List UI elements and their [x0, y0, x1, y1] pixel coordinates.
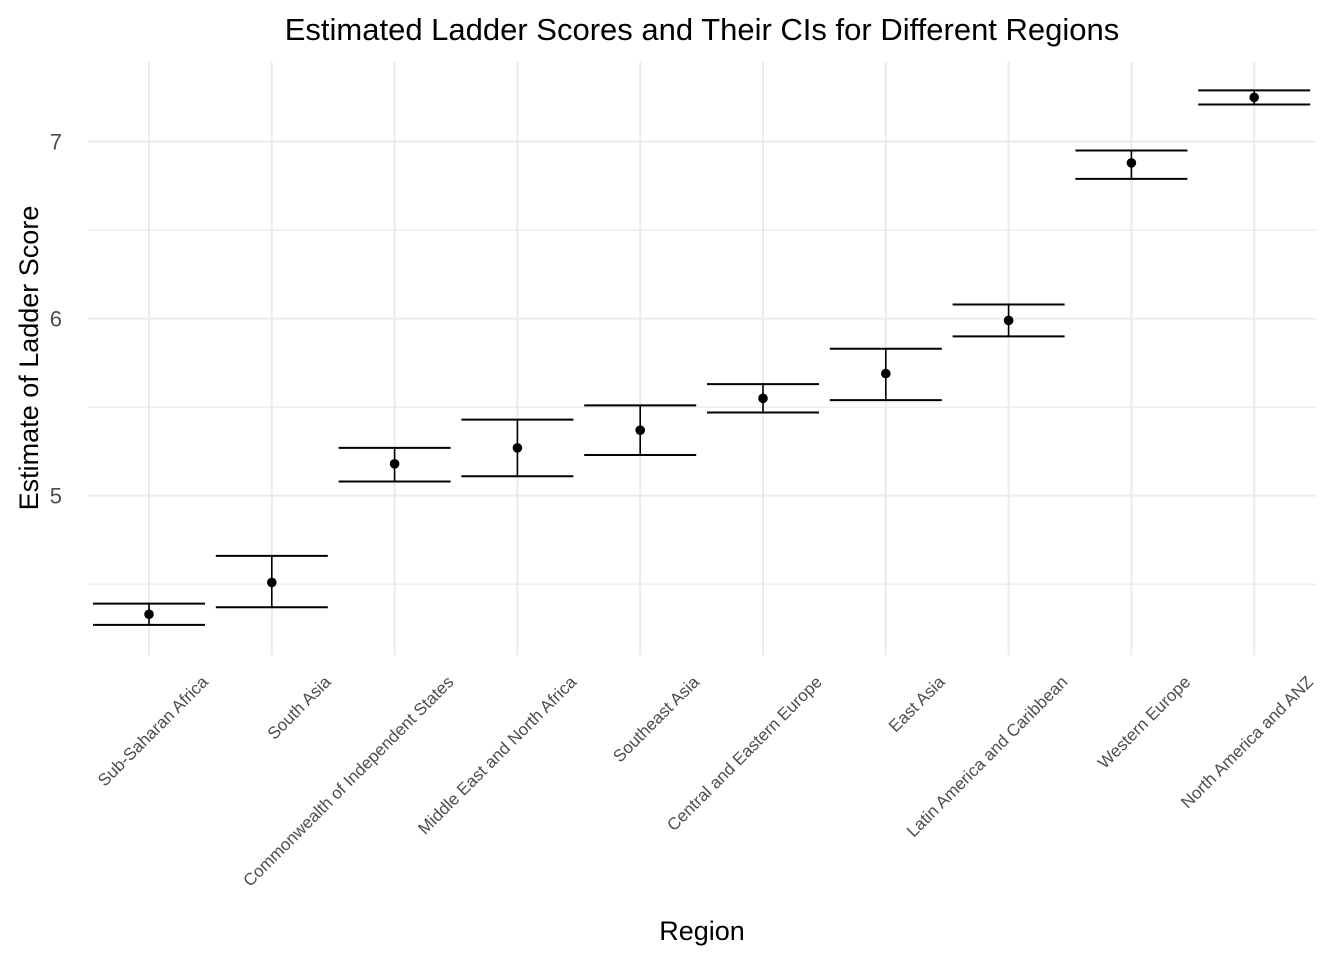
x-tick-label: North America and ANZ — [1177, 672, 1317, 812]
chart-title: Estimated Ladder Scores and Their CIs fo… — [285, 12, 1120, 47]
x-axis-label: Region — [659, 916, 745, 946]
plot-marks — [93, 89, 1311, 626]
x-tick-label: East Asia — [885, 672, 949, 736]
estimate-point — [1003, 315, 1014, 326]
estimate-point — [144, 609, 154, 620]
x-tick-label: Sub-Saharan Africa — [94, 672, 212, 790]
x-tick-label: Southeast Asia — [609, 672, 703, 766]
estimate-point — [267, 577, 277, 588]
estimate-point — [512, 443, 523, 453]
y-tick-label: 5 — [50, 484, 62, 509]
y-tick-label: 7 — [50, 130, 62, 155]
y-tick-label: 6 — [50, 307, 62, 332]
estimate-point — [389, 459, 400, 469]
estimate-point — [635, 425, 645, 435]
y-axis-tick-labels: 5 6 7 — [50, 130, 62, 509]
x-tick-label: South Asia — [264, 672, 335, 743]
x-axis-tick-labels: Sub-Saharan Africa South AsiaCommonwealth… — [94, 672, 1317, 890]
estimate-point — [1249, 92, 1259, 103]
estimate-point — [758, 393, 768, 404]
x-tick-label: Western Europe — [1094, 672, 1194, 772]
x-tick-label: Commonwealth of Independent States — [240, 672, 458, 890]
estimate-point — [881, 368, 891, 379]
y-axis-label: Estimate of Ladder Score — [14, 206, 44, 511]
estimate-point — [1126, 158, 1137, 168]
